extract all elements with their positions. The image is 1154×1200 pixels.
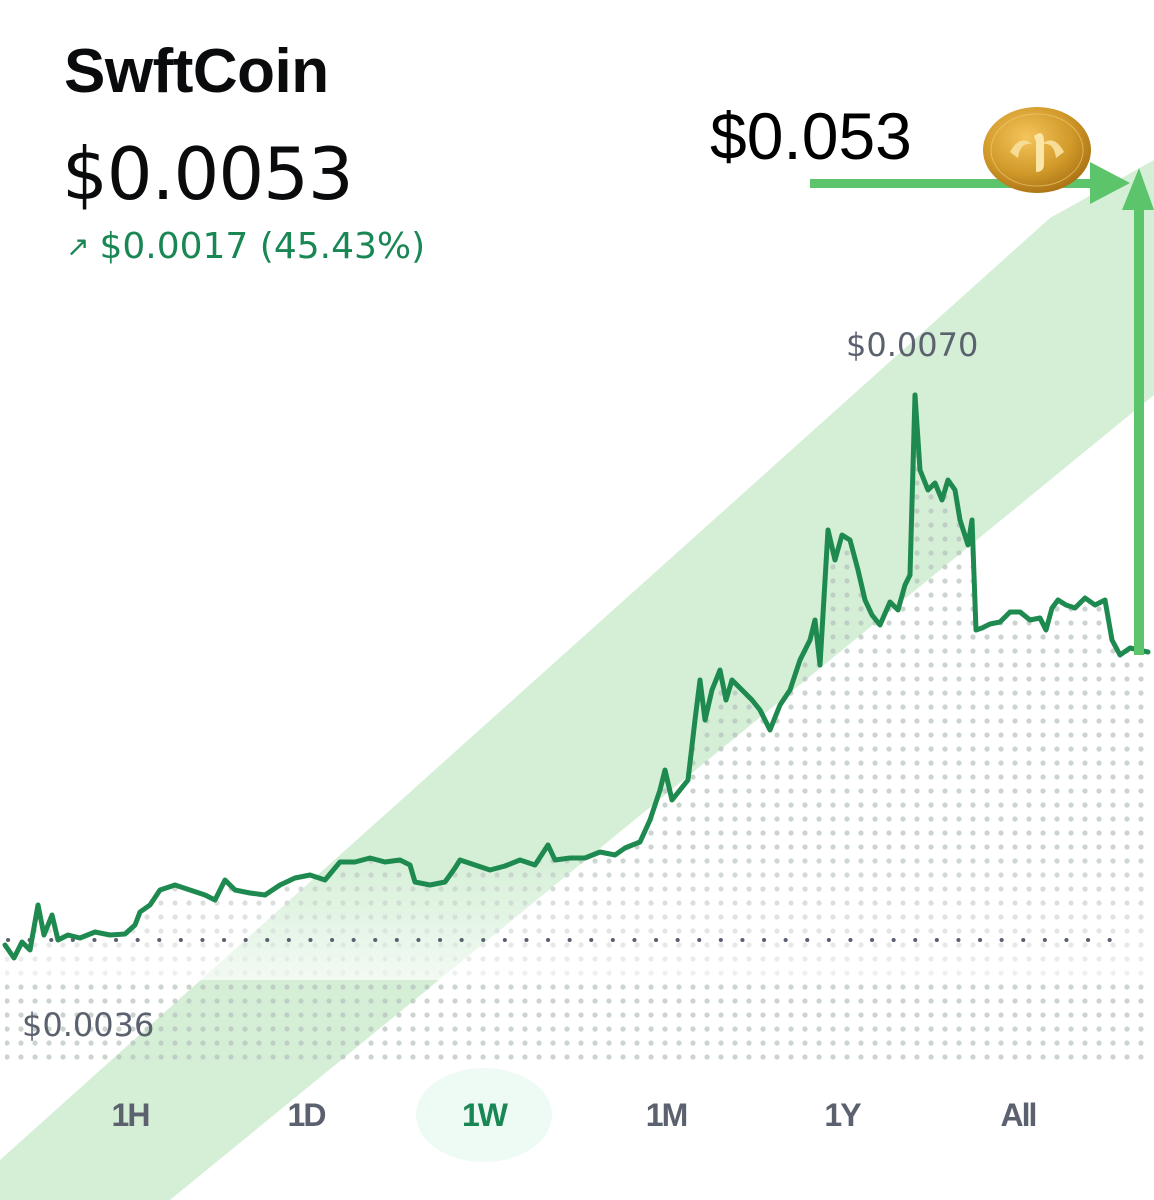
tab-1w[interactable]: 1W <box>416 1068 552 1162</box>
chart-high-label: $0.0070 <box>846 326 979 364</box>
tab-1y[interactable]: 1Y <box>824 1096 861 1133</box>
arrow-up-right-icon: ↗ <box>66 230 90 263</box>
price-change-value: $0.0017 (45.43%) <box>99 226 426 267</box>
chart-low-label: $0.0036 <box>22 1006 155 1044</box>
tab-1m[interactable]: 1M <box>645 1096 688 1133</box>
price-line <box>2 392 1151 961</box>
horizontal-arrow-icon <box>810 162 1130 204</box>
tab-1h[interactable]: 1H <box>111 1096 151 1133</box>
tab-all[interactable]: All <box>1000 1096 1038 1133</box>
swftcoin-logo-icon <box>982 106 1092 194</box>
current-price: $0.0053 <box>62 132 354 216</box>
price-change: ↗ $0.0017 (45.43%) <box>66 226 425 267</box>
timeframe-tabs: 1H 1D 1W 1M 1Y All <box>0 1068 1154 1162</box>
target-price-annotation: $0.053 <box>710 99 912 173</box>
vertical-arrow-icon <box>1122 168 1154 655</box>
coin-name: SwftCoin <box>64 37 329 106</box>
tab-1d[interactable]: 1D <box>287 1096 327 1133</box>
